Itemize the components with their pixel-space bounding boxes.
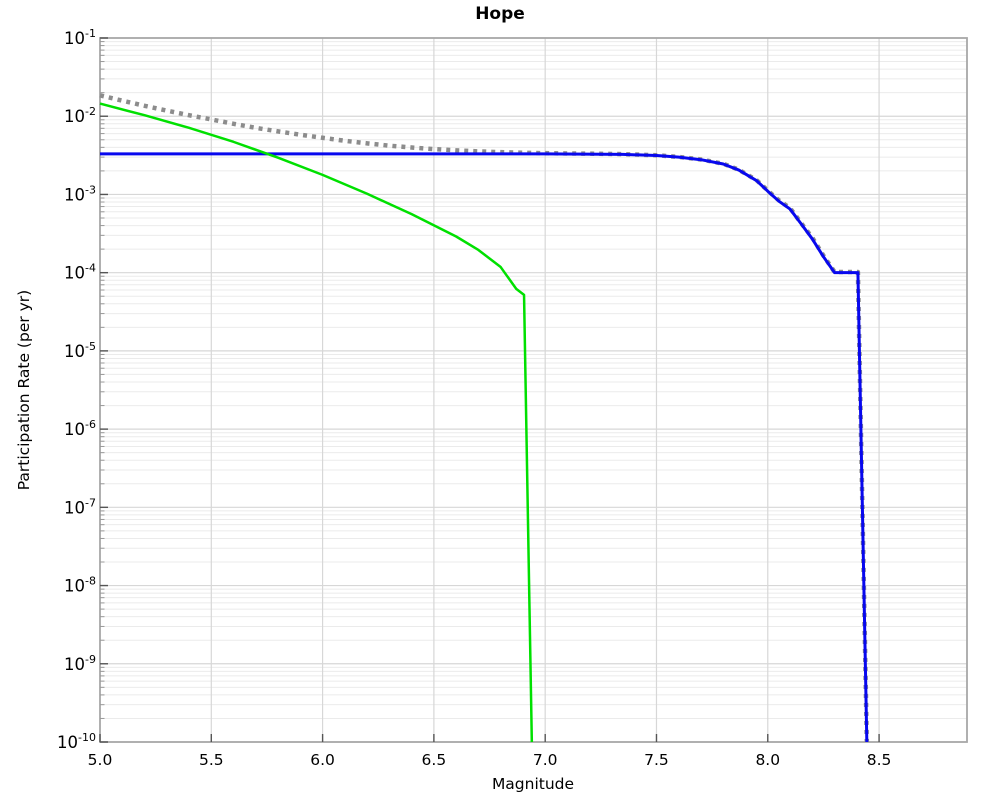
y-tick-label: 10-7 <box>64 496 96 517</box>
series-blue-solid-line <box>100 152 869 743</box>
y-tick-label: 10-4 <box>64 262 96 283</box>
x-tick-label: 7.5 <box>644 751 669 769</box>
x-tick-label: 6.0 <box>310 751 335 769</box>
plot-frame <box>99 37 968 743</box>
y-tick-label: 10-1 <box>64 27 96 48</box>
y-tick-label: 10-9 <box>64 653 96 674</box>
series-gray-dotted-line <box>99 93 870 743</box>
y-axis-label: Participation Rate (per yr) <box>15 289 33 491</box>
series-green-solid-line <box>99 102 534 743</box>
x-axis-label: Magnitude <box>491 775 575 793</box>
y-tick-label: 10-10 <box>57 731 96 752</box>
y-tick-label: 10-8 <box>64 575 96 596</box>
y-tick-label: 10-6 <box>64 418 96 439</box>
y-tick-label: 10-3 <box>64 183 96 204</box>
x-tick-label: 5.0 <box>88 751 113 769</box>
x-tick-label: 8.0 <box>755 751 780 769</box>
x-tick-label: 6.5 <box>422 751 447 769</box>
chart-title: Hope <box>475 4 525 24</box>
y-tick-label: 10-5 <box>64 340 96 361</box>
x-tick-label: 7.0 <box>533 751 558 769</box>
y-tick-label: 10-2 <box>64 105 96 126</box>
x-tick-label: 8.5 <box>867 751 892 769</box>
x-tick-label: 5.5 <box>199 751 224 769</box>
